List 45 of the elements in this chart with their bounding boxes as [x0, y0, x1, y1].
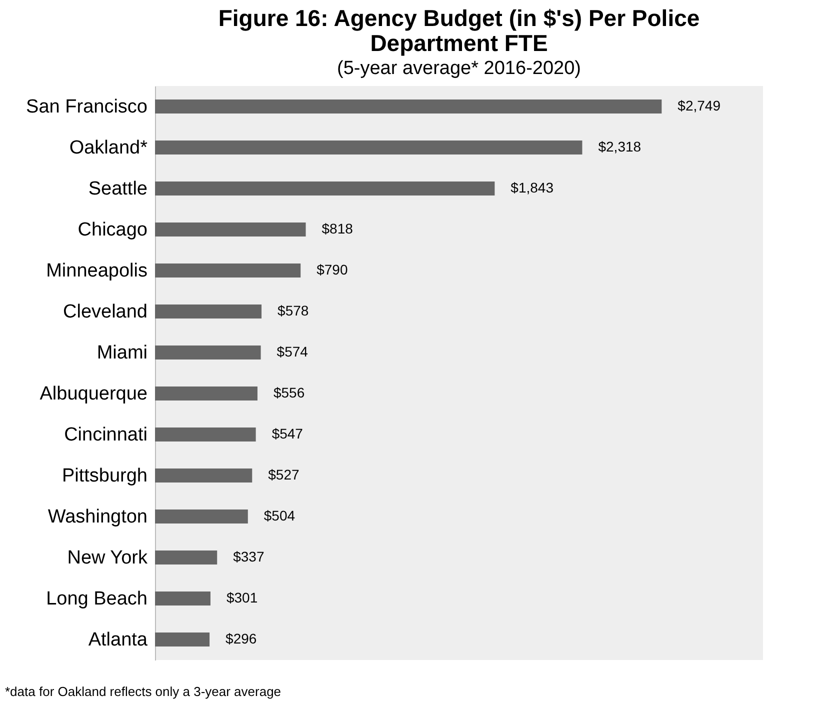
- bar: [155, 222, 306, 236]
- data-label: $1,843: [510, 180, 554, 196]
- y-tick-label: Atlanta: [88, 630, 148, 650]
- y-tick-label: Minneapolis: [46, 260, 148, 282]
- y-tick-label: Washington: [48, 506, 148, 528]
- bar: [155, 468, 252, 482]
- bar: [155, 140, 582, 154]
- y-tick-label: Cincinnati: [64, 424, 148, 446]
- bar: [155, 550, 218, 564]
- bar: [155, 182, 495, 196]
- data-label: $574: [276, 344, 308, 360]
- y-tick-label: San Francisco: [26, 96, 148, 118]
- data-label: $337: [233, 548, 264, 564]
- data-label: $556: [273, 384, 305, 400]
- bar: [155, 100, 662, 114]
- data-label: $527: [268, 466, 300, 482]
- data-label: $818: [322, 220, 354, 236]
- data-label: $296: [226, 630, 257, 646]
- y-tick-label: Albuquerque: [40, 384, 148, 404]
- y-tick-label: Oakland*: [69, 138, 148, 158]
- y-tick-label: Cleveland: [63, 302, 148, 322]
- y-tick-label: Seattle: [88, 178, 148, 200]
- bar: [155, 592, 210, 606]
- data-label: $301: [226, 590, 258, 606]
- data-label: $578: [278, 302, 309, 318]
- y-tick-label: New York: [67, 548, 148, 568]
- chart-title: Figure 16: Agency Budget (in $'s) Per Police Department FTE: [218, 5, 700, 56]
- data-label: $504: [264, 508, 296, 524]
- data-label: $2,749: [678, 98, 721, 114]
- bar: [155, 428, 256, 442]
- bar: [155, 386, 258, 400]
- data-label: $2,318: [598, 138, 642, 154]
- bar: [155, 264, 301, 278]
- text: *data for Oakland reflects only a 3-year average: [5, 684, 282, 699]
- y-tick-label: Pittsburgh: [62, 466, 148, 486]
- bar: [155, 304, 262, 318]
- bar: [155, 510, 248, 524]
- data-label: $547: [272, 426, 304, 442]
- y-tick-label: Chicago: [78, 220, 148, 240]
- data-label: $790: [316, 262, 348, 278]
- bar: [155, 346, 261, 360]
- y-tick-label: Long Beach: [46, 588, 148, 610]
- bar: [155, 632, 210, 646]
- y-tick-label: Miami: [96, 342, 148, 364]
- chart-subtitle: (5-year average* 2016-2020): [337, 58, 581, 79]
